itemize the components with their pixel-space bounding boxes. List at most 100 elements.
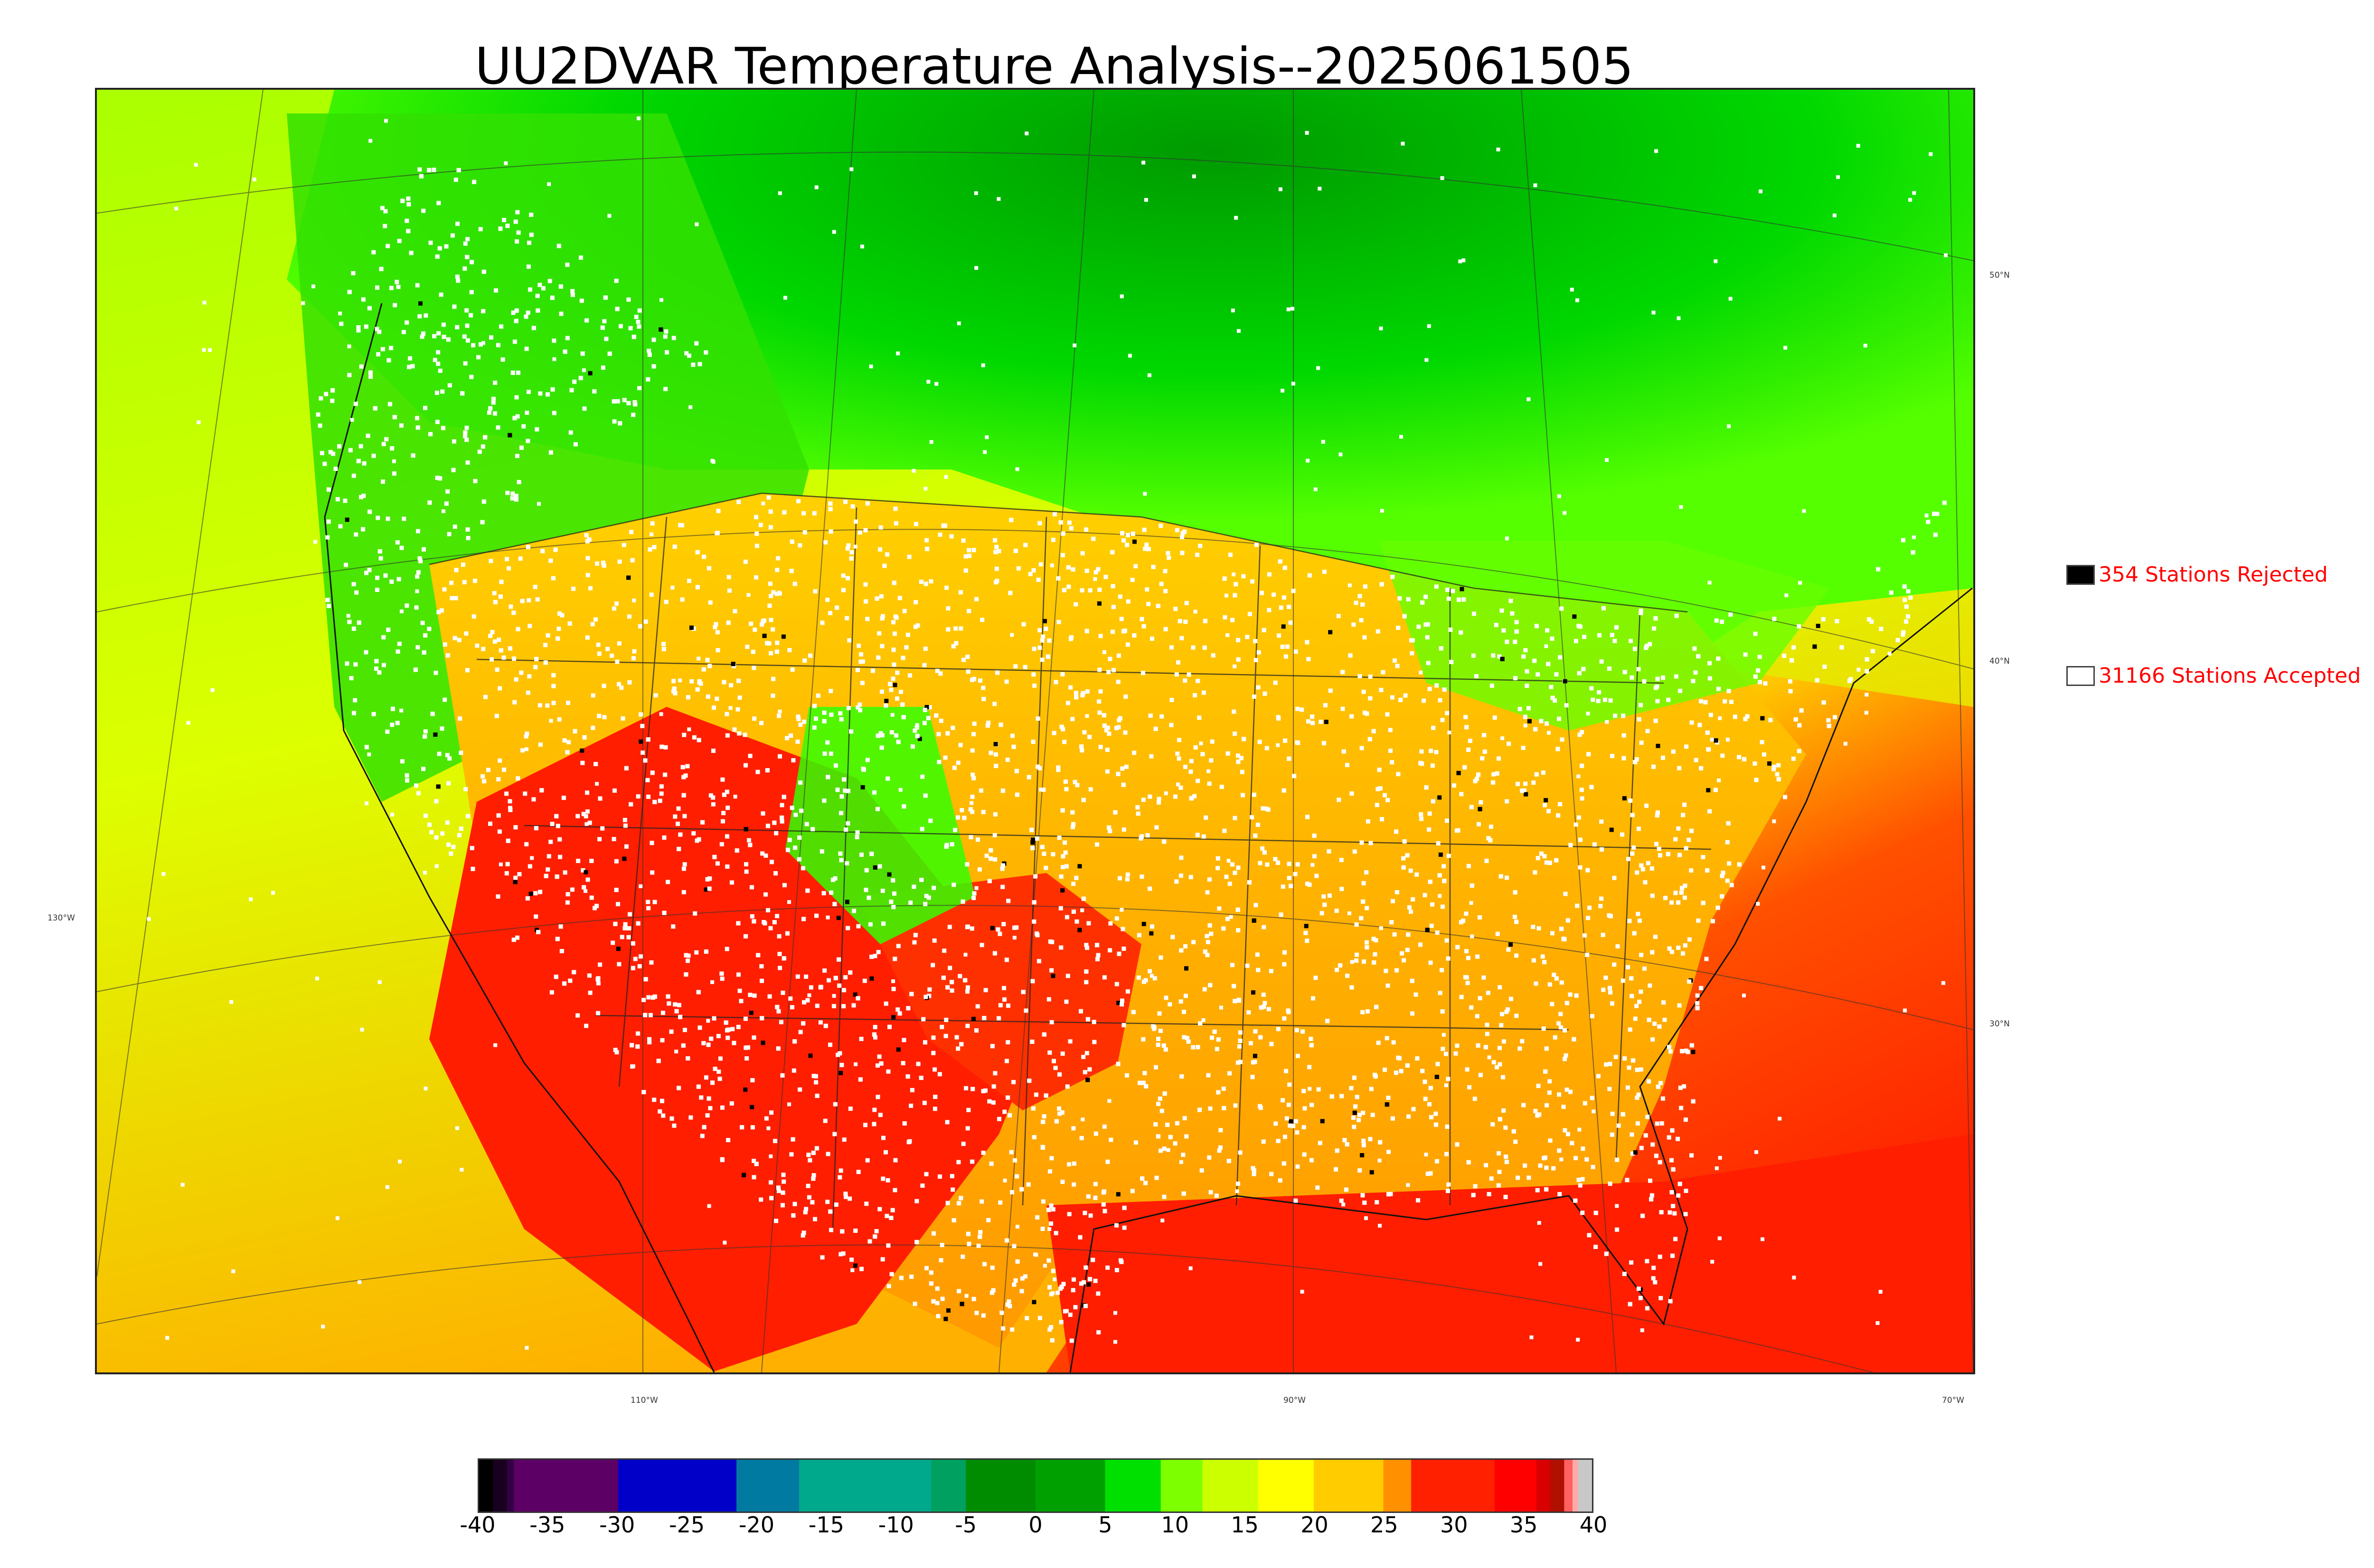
station-accepted-marker [1478, 996, 1482, 1001]
station-accepted-marker [1236, 638, 1241, 642]
station-accepted-marker [1085, 946, 1089, 950]
station-accepted-marker [1284, 1069, 1289, 1073]
station-accepted-marker [391, 706, 395, 711]
station-accepted-marker [1599, 896, 1604, 901]
station-accepted-marker [893, 957, 897, 961]
station-accepted-marker [713, 1067, 717, 1071]
station-accepted-marker [1147, 373, 1151, 377]
station-accepted-marker [567, 621, 572, 626]
station-accepted-marker [540, 549, 545, 554]
station-accepted-marker [1869, 620, 1874, 624]
station-accepted-marker [1083, 1211, 1087, 1215]
station-accepted-marker [1403, 693, 1408, 698]
station-accepted-marker [1309, 1043, 1314, 1048]
lat-label-50n: 50°N [1989, 271, 2010, 280]
station-accepted-marker [1314, 873, 1319, 878]
station-accepted-marker [514, 494, 518, 498]
station-accepted-marker [1165, 1122, 1170, 1127]
station-accepted-marker [748, 753, 753, 758]
station-accepted-marker [418, 559, 423, 563]
station-accepted-marker [1196, 1045, 1200, 1050]
station-accepted-marker [1202, 987, 1207, 992]
station-accepted-marker [471, 343, 476, 347]
station-accepted-marker [1639, 741, 1644, 745]
station-accepted-marker [650, 770, 655, 775]
station-accepted-marker [682, 732, 687, 737]
station-accepted-marker [1666, 852, 1670, 856]
station-accepted-marker [1047, 1227, 1052, 1231]
station-accepted-marker [526, 690, 530, 695]
station-accepted-marker [1533, 727, 1538, 732]
station-accepted-marker [576, 859, 581, 863]
station-accepted-marker [924, 1266, 929, 1270]
station-accepted-marker [922, 663, 927, 667]
station-accepted-marker [1402, 958, 1406, 963]
station-accepted-marker [514, 395, 519, 400]
station-accepted-marker [1718, 1155, 1722, 1160]
station-accepted-marker [1656, 1084, 1660, 1089]
station-accepted-marker [929, 440, 933, 444]
station-accepted-marker [1445, 1124, 1450, 1129]
station-accepted-marker [1444, 1152, 1449, 1156]
station-accepted-marker [420, 334, 424, 339]
station-accepted-marker [641, 751, 645, 755]
station-accepted-marker [771, 627, 775, 632]
station-accepted-marker [555, 937, 560, 941]
station-accepted-marker [1558, 655, 1563, 660]
station-accepted-marker [1037, 521, 1042, 526]
station-accepted-marker [1427, 686, 1432, 691]
station-accepted-marker [876, 733, 880, 738]
station-accepted-marker [1759, 189, 1762, 194]
station-accepted-marker [1506, 947, 1511, 952]
station-accepted-marker [502, 767, 506, 772]
station-accepted-marker [646, 900, 650, 904]
station-accepted-marker [1072, 1161, 1076, 1166]
station-accepted-marker [1318, 187, 1322, 191]
station-accepted-marker [1354, 922, 1359, 927]
station-accepted-marker [791, 758, 796, 762]
station-accepted-marker [694, 341, 699, 346]
station-accepted-marker [1633, 760, 1638, 764]
station-accepted-marker [1699, 699, 1704, 704]
station-accepted-marker [1095, 842, 1099, 847]
station-accepted-marker [869, 364, 873, 368]
station-accepted-marker [553, 547, 558, 552]
station-accepted-marker [437, 246, 442, 251]
station-accepted-marker [1173, 794, 1178, 799]
station-accepted-marker [671, 924, 676, 929]
station-accepted-marker [775, 1005, 780, 1009]
temperature-map[interactable] [95, 88, 1975, 1374]
station-accepted-marker [1086, 921, 1091, 926]
station-accepted-marker [1539, 851, 1544, 856]
station-accepted-marker [781, 1190, 785, 1195]
station-accepted-marker [1291, 1124, 1296, 1128]
station-accepted-marker [1538, 1262, 1543, 1266]
station-accepted-marker [1260, 846, 1265, 851]
station-accepted-marker [1710, 738, 1714, 742]
station-accepted-marker [1082, 730, 1087, 735]
station-accepted-marker [1526, 1175, 1531, 1180]
station-accepted-marker [1002, 1109, 1007, 1114]
station-accepted-marker [647, 352, 652, 357]
station-accepted-marker [410, 364, 415, 368]
station-accepted-marker [1621, 756, 1626, 761]
station-accepted-marker [1175, 1121, 1179, 1126]
station-accepted-marker [881, 1136, 886, 1140]
station-accepted-marker [835, 605, 839, 610]
station-accepted-marker [639, 712, 643, 717]
station-rejected-marker [891, 1015, 896, 1020]
station-accepted-marker [1504, 1155, 1508, 1159]
station-accepted-marker [1036, 959, 1041, 964]
station-accepted-marker [1281, 595, 1286, 600]
station-accepted-marker [1599, 847, 1604, 852]
station-accepted-marker [1049, 1325, 1054, 1330]
station-accepted-marker [554, 814, 559, 818]
station-accepted-marker [1192, 174, 1196, 178]
station-accepted-marker [508, 799, 512, 804]
station-accepted-marker [822, 798, 827, 803]
station-accepted-marker [1400, 951, 1404, 956]
station-accepted-marker [1097, 699, 1102, 704]
station-accepted-marker [919, 580, 923, 584]
station-accepted-marker [1772, 764, 1776, 769]
station-accepted-marker [419, 174, 424, 178]
